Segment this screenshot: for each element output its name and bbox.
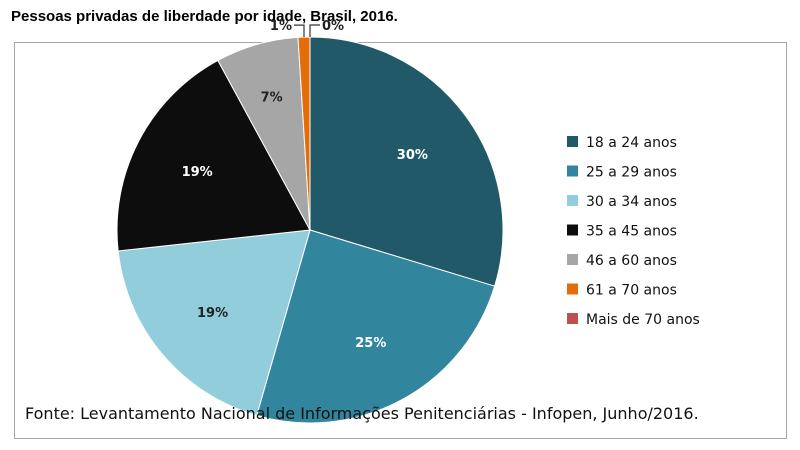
source-note: Fonte: Levantamento Nacional de Informaç… <box>25 404 699 423</box>
slice-label-46-a-60-anos: 7% <box>261 90 283 105</box>
legend: 18 a 24 anos 25 a 29 anos 30 a 34 anos 35 a… <box>567 135 700 328</box>
legend-label-25-a-29-anos: 25 a 29 anos <box>586 165 677 181</box>
legend-label-46-a-60-anos: 46 a 60 anos <box>586 253 677 269</box>
legend-label-61-a-70-anos: 61 a 70 anos <box>586 283 677 299</box>
slice-label-30-a-34-anos: 19% <box>197 306 228 321</box>
slice-label-61-a-70-anos: 1% <box>270 19 292 34</box>
legend-swatch-mais-de-70-anos <box>567 313 578 324</box>
pie-slice-35-a-45-anos <box>116 59 311 252</box>
chart-title: Pessoas privadas de liberdade por idade,… <box>11 8 398 25</box>
legend-label-35-a-45-anos: 35 a 45 anos <box>586 224 677 240</box>
legend-label-30-a-34-anos: 30 a 34 anos <box>586 194 677 210</box>
legend-label-18-a-24-anos: 18 a 24 anos <box>586 135 677 151</box>
legend-swatch-61-a-70-anos <box>567 283 578 295</box>
slice-labels: 30% 25% 19% 19% 7% 1% 0% <box>182 19 428 351</box>
legend-swatch-25-a-29-anos <box>567 165 578 177</box>
legend-label-mais-de-70-anos: Mais de 70 anos <box>586 312 700 328</box>
leader-line-61-a-70-anos <box>293 24 305 38</box>
legend-swatch-35-a-45-anos <box>567 224 578 236</box>
slice-label-18-a-24-anos: 30% <box>397 148 428 163</box>
pie-slice-30-a-34-anos <box>117 229 311 417</box>
pie-slice-18-a-24-anos <box>309 36 504 287</box>
legend-swatch-18-a-24-anos <box>567 136 578 147</box>
slice-label-mais-de-70-anos: 0% <box>322 19 344 34</box>
leader-line-mais-de-70-anos <box>309 24 320 37</box>
leader-lines <box>293 24 320 38</box>
legend-swatch-30-a-34-anos <box>567 195 578 206</box>
pie-slice-25-a-29-anos <box>256 229 496 424</box>
legend-swatch-46-a-60-anos <box>567 254 578 265</box>
slice-label-35-a-45-anos: 19% <box>182 165 213 180</box>
pie-slices <box>116 36 504 424</box>
slice-label-25-a-29-anos: 25% <box>355 336 386 351</box>
